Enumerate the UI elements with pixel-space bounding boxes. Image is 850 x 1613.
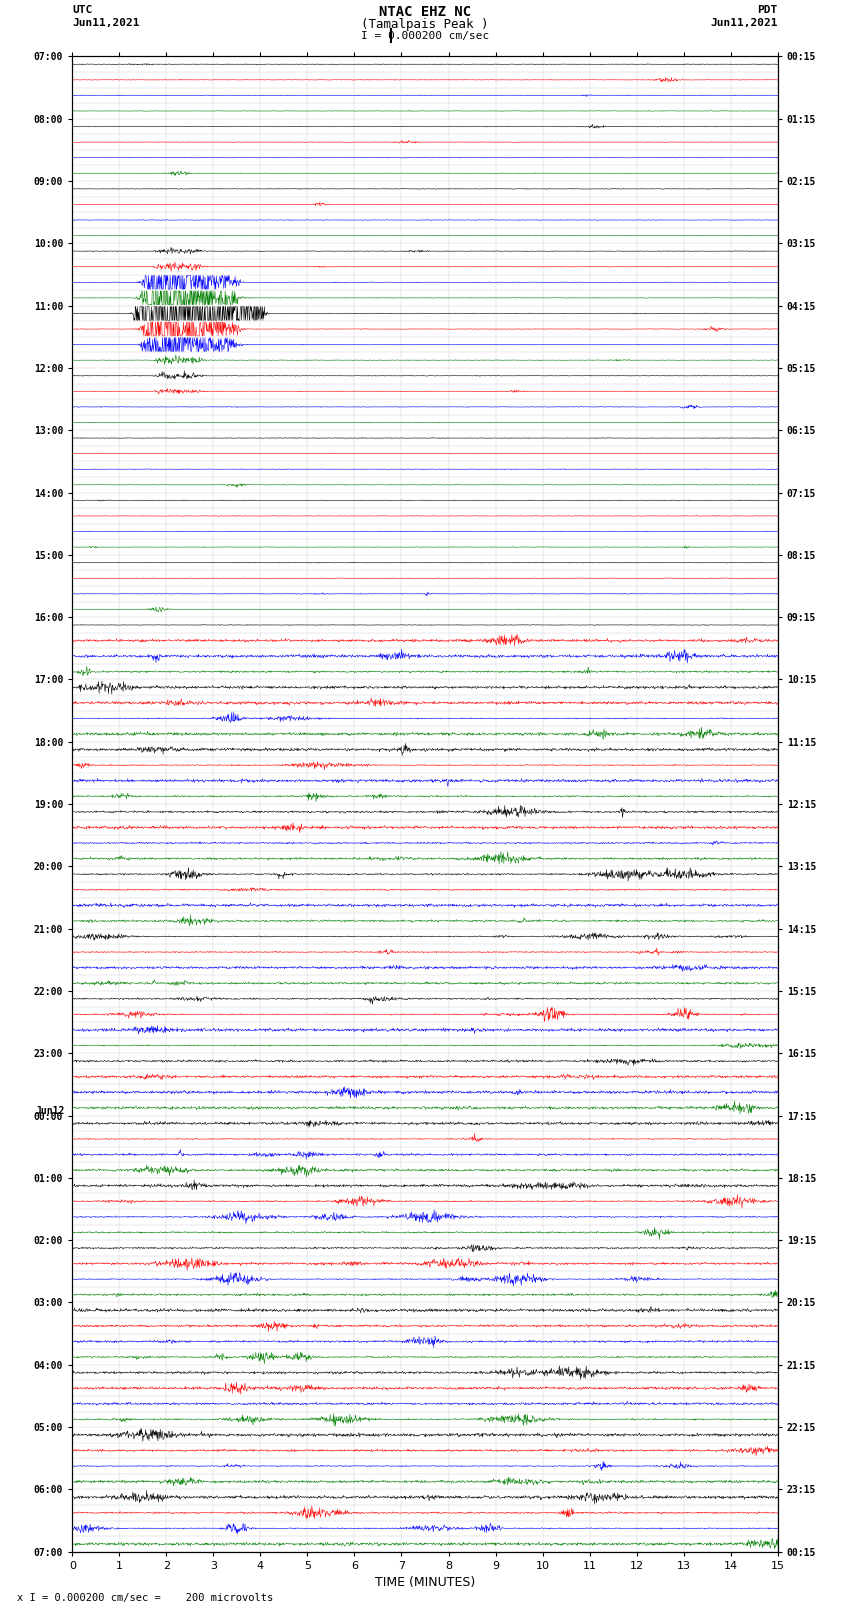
Text: Jun11,2021: Jun11,2021 [711,18,778,27]
Text: (Tamalpais Peak ): (Tamalpais Peak ) [361,18,489,31]
Text: x I = 0.000200 cm/sec =    200 microvolts: x I = 0.000200 cm/sec = 200 microvolts [17,1594,273,1603]
Text: Jun11,2021: Jun11,2021 [72,18,139,27]
Text: NTAC EHZ NC: NTAC EHZ NC [379,5,471,19]
X-axis label: TIME (MINUTES): TIME (MINUTES) [375,1576,475,1589]
Text: Jun12: Jun12 [36,1105,65,1116]
Text: PDT: PDT [757,5,778,15]
Text: UTC: UTC [72,5,93,15]
Text: I = 0.000200 cm/sec: I = 0.000200 cm/sec [361,31,489,40]
